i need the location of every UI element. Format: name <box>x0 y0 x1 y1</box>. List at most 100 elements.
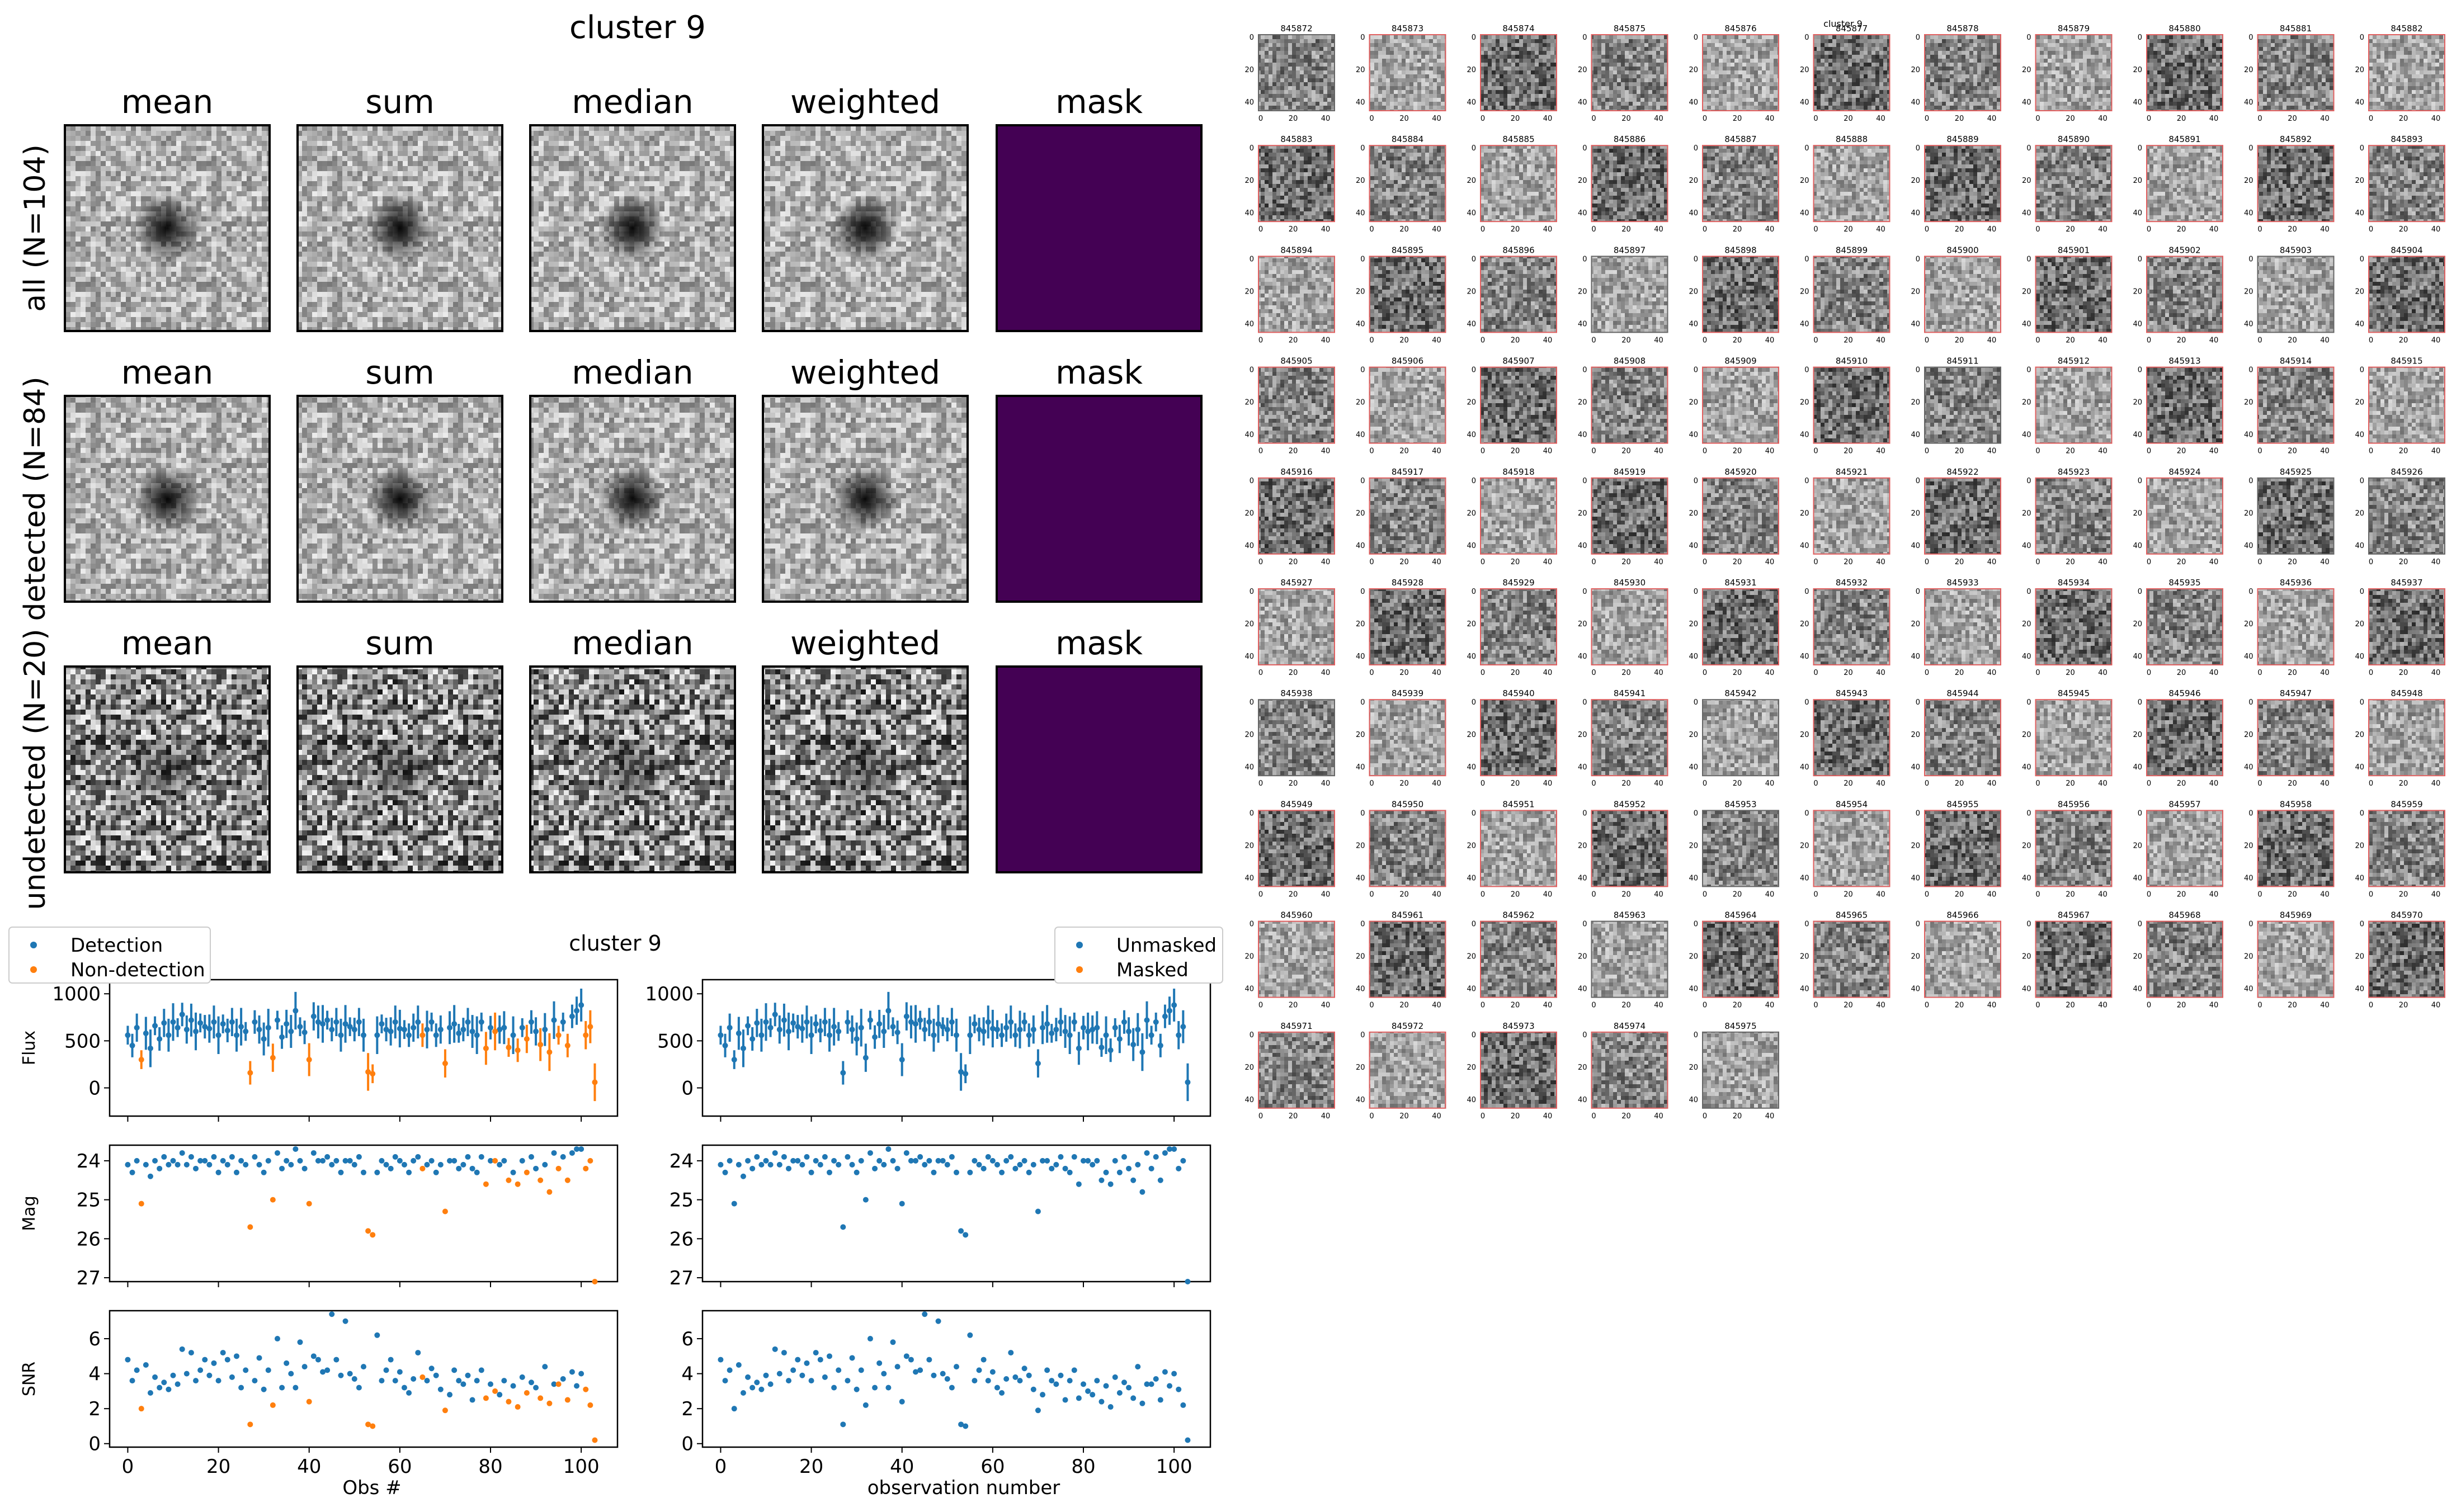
thumbnail-x-tick: 0 <box>2147 225 2151 234</box>
data-point <box>406 1390 412 1396</box>
thumbnail-x-tick: 40 <box>2209 225 2219 234</box>
stack-column-title-mask: mask <box>1055 624 1143 662</box>
thumbnail-x-tick: 20 <box>2066 115 2075 123</box>
thumbnail-y-tick: 0 <box>1694 144 1698 153</box>
x-tick-label: 40 <box>297 1456 321 1478</box>
thumbnail-image <box>1924 256 2001 333</box>
thumbnail-label: 845883 <box>1280 134 1312 144</box>
data-point <box>329 1161 335 1168</box>
thumbnail-label: 845926 <box>2391 467 2422 477</box>
thumbnail-x-tick: 20 <box>1399 225 1409 234</box>
data-point <box>587 1024 593 1030</box>
thumbnail-y-tick: 0 <box>1804 588 1809 596</box>
thumbnail-x-tick: 0 <box>1591 1001 1596 1010</box>
thumbnail-y-tick: 20 <box>1356 177 1365 185</box>
thumbnail-x-tick: 0 <box>2035 1001 2040 1010</box>
thumbnail-image <box>1813 256 1890 333</box>
thumbnail-y-tick: 0 <box>2360 588 2364 596</box>
thumbnail-y-tick: 0 <box>1250 34 1254 42</box>
stack-title: cluster 9 <box>569 10 706 46</box>
thumbnail-label: 845908 <box>1614 356 1646 366</box>
thumbnail-x-tick: 20 <box>1399 558 1409 566</box>
thumbnail-image <box>1702 1031 1779 1109</box>
thumbnail-y-tick: 40 <box>1578 209 1587 218</box>
data-point <box>342 1157 348 1164</box>
data-point <box>533 1385 539 1391</box>
thumbnail-x-tick: 20 <box>2177 669 2186 677</box>
thumbnail-label: 845911 <box>1946 356 1978 366</box>
data-point <box>415 1019 421 1025</box>
thumbnail-y-tick: 20 <box>1689 731 1698 739</box>
thumbnail-x-tick: 40 <box>1987 890 1997 899</box>
thumbnail-x-tick: 40 <box>1876 447 1885 456</box>
data-point <box>197 1157 204 1164</box>
data-point <box>1076 1181 1082 1187</box>
thumbnail-y-tick: 40 <box>1244 431 1254 440</box>
data-point <box>474 1169 480 1175</box>
thumbnail-x-tick: 40 <box>1543 1001 1553 1010</box>
thumbnail-x-tick: 20 <box>2399 336 2408 344</box>
thumbnail-y-tick: 20 <box>1689 66 1698 74</box>
thumbnail-y-tick: 0 <box>1360 698 1365 707</box>
thumbnail-x-tick: 40 <box>1543 225 1553 234</box>
thumbnail-y-tick: 20 <box>2022 66 2031 74</box>
data-point <box>492 1157 498 1164</box>
data-point <box>963 1423 969 1429</box>
thumbnail-x-tick: 0 <box>2147 115 2151 123</box>
thumbnail-x-tick: 40 <box>1543 1112 1553 1121</box>
data-point <box>935 1318 941 1324</box>
thumbnail-x-tick: 20 <box>2288 1001 2297 1010</box>
thumbnail-image <box>1258 256 1335 333</box>
x-tick-label: 60 <box>980 1456 1005 1478</box>
thumbnail-x-tick: 20 <box>1621 779 1631 788</box>
thumbnail-image <box>1258 699 1335 777</box>
thumbnail-label: 845973 <box>1502 1021 1534 1031</box>
data-point <box>129 1042 135 1048</box>
data-point <box>763 1372 769 1378</box>
x-tick-label: 20 <box>799 1456 823 1478</box>
thumbnail-image <box>1369 920 1446 998</box>
thumbnail-x-tick: 0 <box>2257 779 2262 788</box>
stack-column-title-weighted: weighted <box>790 353 940 391</box>
thumbnail-label: 845922 <box>1946 467 1978 477</box>
thumbnail-x-tick: 40 <box>1654 1112 1663 1121</box>
thumbnail-x-tick: 0 <box>2147 669 2151 677</box>
thumbnail-image <box>1480 145 1557 223</box>
data-point <box>976 1161 982 1168</box>
data-point <box>854 1036 860 1042</box>
data-point <box>442 1407 448 1414</box>
data-point <box>1162 1369 1168 1375</box>
data-point <box>324 1017 331 1023</box>
lightcurve-title: cluster 9 <box>569 931 662 956</box>
thumbnail-y-tick: 40 <box>2355 653 2364 661</box>
data-point <box>424 1161 430 1168</box>
data-point <box>519 1157 525 1164</box>
data-point <box>129 1378 135 1384</box>
thumbnail-x-tick: 0 <box>2257 225 2262 234</box>
data-point <box>297 1157 303 1164</box>
thumbnail-x-tick: 40 <box>2320 669 2330 677</box>
data-point <box>1058 1154 1064 1160</box>
data-point <box>1008 1154 1014 1160</box>
thumbnail-label: 845944 <box>1946 688 1978 698</box>
thumbnail-x-tick: 20 <box>1733 115 1742 123</box>
data-point <box>1030 1161 1036 1168</box>
thumbnail-y-tick: 40 <box>1467 98 1476 107</box>
data-point <box>524 1036 530 1042</box>
data-point <box>551 1150 557 1156</box>
data-point <box>515 1181 521 1187</box>
data-point <box>379 1157 385 1164</box>
thumbnail-y-tick: 20 <box>1578 177 1587 185</box>
thumbnail-x-tick: 0 <box>1591 225 1596 234</box>
thumbnail-x-tick: 20 <box>2177 890 2186 899</box>
thumbnail-x-tick: 40 <box>1543 890 1553 899</box>
data-point <box>1021 1157 1027 1164</box>
data-point <box>388 1357 394 1363</box>
thumbnail-y-tick: 0 <box>1804 698 1809 707</box>
thumbnail-y-tick: 0 <box>1250 477 1254 485</box>
data-point <box>1085 1028 1091 1034</box>
thumbnail-y-tick: 40 <box>2022 763 2031 772</box>
data-point <box>161 1379 167 1386</box>
data-point <box>767 1161 774 1168</box>
thumbnail-y-tick: 40 <box>2133 874 2142 882</box>
